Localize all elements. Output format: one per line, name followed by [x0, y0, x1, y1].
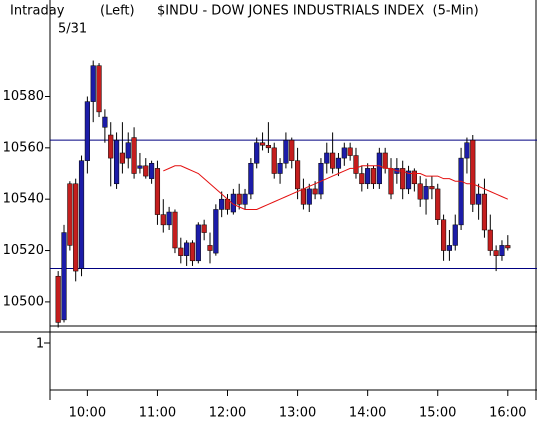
candle-body	[207, 245, 213, 251]
candle-body	[119, 152, 125, 164]
candle-body	[160, 214, 166, 226]
candle-body	[73, 183, 79, 272]
candle-body	[318, 162, 324, 195]
candle-body	[481, 193, 488, 231]
axis-side-label: (Left)	[100, 4, 135, 19]
x-tick-label: 15:00	[419, 406, 456, 421]
candle-body	[417, 183, 423, 200]
y-tick-label: 10560	[3, 140, 44, 155]
candle-body	[470, 139, 476, 205]
candle-body	[365, 168, 371, 185]
candle-body	[458, 157, 464, 226]
candle-body	[201, 224, 207, 233]
candle-body	[55, 275, 61, 323]
chart-title: $INDU - DOW JONES INDUSTRIALS INDEX (5-M…	[157, 4, 479, 19]
y-tick-label: 10500	[3, 294, 44, 309]
date-label: 5/31	[58, 22, 87, 37]
candle-body	[102, 116, 108, 128]
x-tick-label: 16:00	[489, 406, 526, 421]
candle-body	[230, 193, 236, 213]
candle-body	[324, 152, 330, 164]
candle-body	[300, 188, 307, 205]
candle-body	[353, 155, 359, 174]
x-tick-label: 13:00	[279, 406, 316, 421]
candle-body	[108, 134, 114, 159]
candle-body	[178, 247, 184, 256]
candle-body	[113, 139, 120, 185]
candle-body	[335, 157, 342, 169]
candle-body	[435, 188, 441, 220]
candle-body	[382, 152, 388, 169]
candle-body	[283, 139, 289, 164]
candle-body	[306, 188, 312, 205]
candle-body	[452, 224, 458, 246]
candle-body	[376, 152, 382, 185]
candle-body	[476, 193, 482, 205]
x-tick-label: 11:00	[139, 406, 176, 421]
candle-body	[137, 165, 143, 169]
candle-body	[265, 145, 271, 149]
candle-body	[154, 168, 161, 215]
y-tick-label: 10580	[3, 89, 44, 104]
candle-body	[405, 170, 412, 190]
lower-panel-label: 1	[36, 337, 44, 352]
candle-body	[78, 160, 85, 269]
candle-body	[464, 142, 470, 159]
candle-body	[330, 152, 336, 169]
candle-body	[219, 198, 225, 210]
candle-body	[429, 186, 435, 190]
candle-body	[271, 147, 277, 174]
candle-body	[172, 211, 178, 249]
candle-body	[400, 168, 406, 190]
candle-body	[277, 162, 283, 174]
candle-body	[195, 224, 201, 262]
candle-body	[341, 147, 347, 159]
candle-body	[143, 165, 149, 177]
candle-body	[248, 162, 254, 195]
candle-body	[149, 162, 155, 179]
candle-body	[347, 147, 353, 156]
candle-body	[242, 193, 248, 205]
candle-body	[423, 186, 429, 200]
candle-body	[499, 245, 505, 256]
candle-body	[446, 245, 452, 251]
candle-body	[440, 219, 447, 251]
candle-body	[61, 232, 67, 321]
candle-body	[505, 245, 511, 249]
candle-body	[254, 142, 260, 164]
candle-body	[166, 211, 172, 226]
candle-body	[370, 168, 377, 185]
candle-body	[67, 183, 73, 246]
x-tick-label: 12:00	[209, 406, 246, 421]
candle-body	[84, 101, 90, 161]
y-tick-label: 10540	[3, 192, 44, 207]
candle-body	[359, 173, 365, 185]
candle-body	[259, 142, 266, 146]
candle-body	[295, 160, 301, 190]
candle-body	[90, 65, 96, 102]
moving-average	[163, 165, 509, 210]
candle-body	[125, 142, 131, 159]
candle-body	[189, 242, 196, 262]
candle-body	[388, 168, 394, 195]
x-tick-label: 10:00	[69, 406, 106, 421]
candle-body	[289, 139, 295, 161]
candle-body	[213, 209, 219, 254]
candle-body	[487, 229, 493, 251]
candle-body	[312, 188, 318, 195]
candle-body	[411, 170, 417, 185]
candle-body	[96, 65, 102, 113]
period-label: Intraday	[10, 4, 65, 19]
candle-body	[236, 193, 242, 205]
candle-body	[131, 137, 137, 174]
y-tick-label: 10520	[3, 243, 44, 258]
candle-body	[184, 242, 190, 256]
candle-body	[493, 250, 499, 256]
x-tick-label: 14:00	[349, 406, 386, 421]
